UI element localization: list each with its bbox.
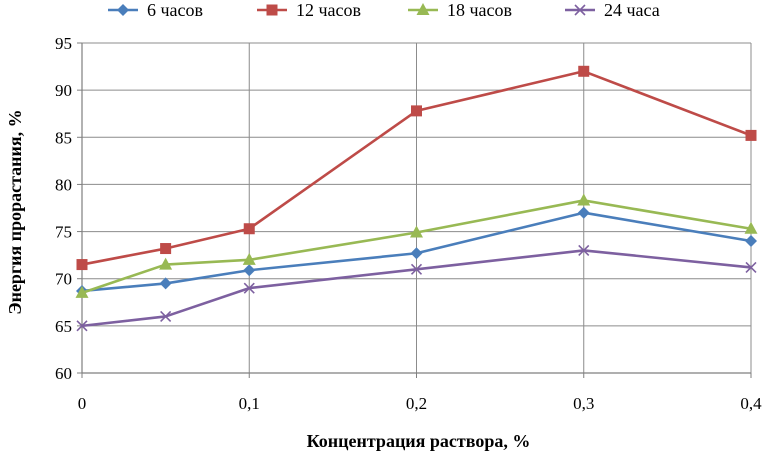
data-point xyxy=(159,277,172,290)
series-layer xyxy=(75,65,758,332)
x-marker-stroke xyxy=(745,261,757,273)
legend-item-4: 24 часа xyxy=(565,0,660,20)
series-line xyxy=(81,199,752,295)
x-tick-label: 0,2 xyxy=(406,394,427,413)
legend-label: 18 часов xyxy=(447,0,512,20)
data-point xyxy=(243,223,255,235)
legend-item-3: 18 часов xyxy=(408,0,512,20)
y-tick-label: 60 xyxy=(55,364,72,383)
x-tick-label: 0,1 xyxy=(239,394,260,413)
data-point xyxy=(243,264,256,277)
x-tick-label: 0,4 xyxy=(740,394,762,413)
data-point xyxy=(160,243,172,255)
legend-marker xyxy=(117,4,129,16)
legend-item-2: 12 часов xyxy=(257,0,361,20)
legend: 6 часов 12 часов 18 часов 24 часа xyxy=(108,0,660,20)
data-point xyxy=(76,320,88,332)
data-point xyxy=(242,252,256,265)
legend-label: 12 часов xyxy=(296,0,361,20)
data-point xyxy=(160,310,172,322)
y-tick-label: 65 xyxy=(55,317,72,336)
data-point xyxy=(745,129,757,141)
x-tick-label: 0,3 xyxy=(573,394,594,413)
data-point xyxy=(411,105,422,117)
y-tick-label: 85 xyxy=(55,128,72,147)
y-tick-label: 70 xyxy=(55,270,72,289)
data-point xyxy=(745,235,757,247)
x-marker-stroke xyxy=(410,263,423,275)
legend-marker xyxy=(416,3,430,15)
data-point xyxy=(159,257,173,270)
series-line xyxy=(81,249,752,328)
x-axis-title: Концентрация раствора, % xyxy=(307,431,531,451)
tick-labels: 60 65 70 75 80 85 90 95 0 0,1 0,2 0,3 0,4 xyxy=(55,34,762,413)
data-point xyxy=(410,263,423,275)
legend-item-1: 6 часов xyxy=(108,0,203,20)
x-marker-stroke xyxy=(578,244,590,256)
data-point xyxy=(76,259,88,271)
x-marker-stroke xyxy=(243,282,255,294)
legend-marker xyxy=(266,4,278,16)
grid-lines xyxy=(82,42,752,374)
series-3 xyxy=(75,193,758,298)
data-point xyxy=(410,225,423,238)
series-line xyxy=(81,211,752,293)
legend-marker xyxy=(574,4,586,16)
series-line xyxy=(81,69,752,266)
y-axis-title: Энергия прорастания, % xyxy=(5,109,25,314)
x-marker-stroke xyxy=(574,4,586,16)
data-point xyxy=(578,65,590,77)
x-marker-stroke xyxy=(160,310,172,322)
y-tick-label: 75 xyxy=(55,223,72,242)
series-4 xyxy=(76,244,757,332)
data-point xyxy=(744,221,758,234)
y-tick-label: 90 xyxy=(55,81,72,100)
y-tick-label: 95 xyxy=(55,34,72,53)
x-marker-stroke xyxy=(76,320,88,332)
data-point xyxy=(577,206,590,219)
data-point xyxy=(745,261,757,273)
y-tick-label: 80 xyxy=(55,175,72,194)
legend-label: 24 часа xyxy=(604,0,660,20)
legend-label: 6 часов xyxy=(147,0,203,20)
x-tick-label: 0 xyxy=(78,394,87,413)
data-point xyxy=(243,282,255,294)
data-point xyxy=(410,247,423,260)
data-point xyxy=(577,193,591,206)
data-point xyxy=(75,285,89,298)
data-point xyxy=(578,244,590,256)
series-2 xyxy=(76,65,757,271)
